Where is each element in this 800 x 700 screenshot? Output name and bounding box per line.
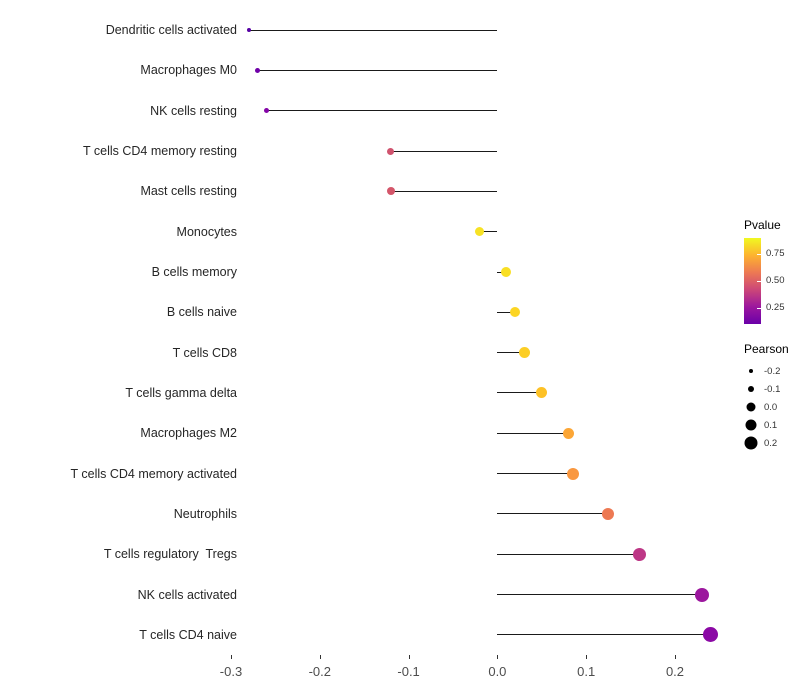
stem-line xyxy=(266,110,498,112)
colorbar-label: 0.25 xyxy=(766,301,785,313)
data-point xyxy=(703,627,719,643)
pearson-legend-label: 0.2 xyxy=(764,438,778,449)
category-label: T cells gamma delta xyxy=(125,385,237,400)
data-point xyxy=(510,307,521,318)
stem-line xyxy=(497,392,542,394)
x-axis-tick xyxy=(319,655,321,659)
data-point xyxy=(536,387,548,399)
data-point xyxy=(246,28,251,33)
pvalue-colorbar xyxy=(744,238,761,324)
category-label: Dendritic cells activated xyxy=(105,23,237,38)
pearson-legend-label: -0.2 xyxy=(764,366,781,377)
data-point xyxy=(602,507,615,520)
pvalue-legend: Pvalue 0.75 0.50 0.25 xyxy=(744,218,785,324)
x-axis-tick xyxy=(231,655,232,659)
pearson-legend-title: Pearson xyxy=(744,342,789,356)
data-point xyxy=(566,467,579,480)
data-point xyxy=(632,547,646,561)
pearson-legend-item: 0.2 xyxy=(744,434,789,452)
colorbar-label: 0.75 xyxy=(766,248,785,260)
data-point xyxy=(694,587,709,602)
data-point xyxy=(518,347,530,359)
category-label: B cells memory xyxy=(151,265,237,280)
pearson-legend-dot xyxy=(748,386,754,392)
pearson-legend-item: -0.2 xyxy=(744,362,789,380)
x-axis-tick-label: 0.2 xyxy=(665,664,685,679)
category-label: B cells naive xyxy=(166,305,237,320)
stem-line xyxy=(497,634,711,636)
category-label: T cells CD8 xyxy=(172,345,237,360)
colorbar-label: 0.50 xyxy=(766,275,785,286)
pearson-legend-dot xyxy=(749,369,753,373)
category-label: Monocytes xyxy=(176,224,237,239)
stem-line xyxy=(497,553,640,555)
stem-line xyxy=(497,513,609,515)
colorbar-tick xyxy=(757,254,761,256)
x-axis-tick-label: 0.0 xyxy=(488,664,507,679)
x-axis-tick-label: -0.1 xyxy=(397,664,420,679)
category-label: Mast cells resting xyxy=(140,184,237,199)
x-axis-tick xyxy=(408,655,410,659)
category-label: T cells CD4 naive xyxy=(139,627,237,642)
stem-line xyxy=(248,29,498,31)
pearson-legend-dot xyxy=(746,402,756,412)
colorbar-tick xyxy=(757,281,761,282)
pearson-legend-label: 0.0 xyxy=(764,402,778,413)
data-point xyxy=(255,67,261,73)
pearson-legend-label: -0.1 xyxy=(764,384,781,395)
stem-line xyxy=(497,432,569,434)
category-label: T cells CD4 memory resting xyxy=(83,144,237,159)
stem-line xyxy=(497,473,573,475)
stem-line xyxy=(497,352,525,354)
stem-line xyxy=(257,69,498,71)
category-label: T cells regulatory Tregs xyxy=(103,547,237,562)
category-label: Neutrophils xyxy=(173,506,237,521)
stem-line xyxy=(390,190,498,192)
stem-line xyxy=(497,311,516,313)
data-point xyxy=(475,227,485,237)
pearson-legend: Pearson -0.2 -0.1 0.0 0.1 0.2 xyxy=(744,342,789,452)
pearson-legend-item: 0.1 xyxy=(744,416,789,434)
stem-line xyxy=(497,594,702,596)
x-axis-tick xyxy=(675,655,676,659)
data-point xyxy=(501,267,512,278)
data-point xyxy=(387,147,395,155)
category-label: NK cells activated xyxy=(137,587,237,602)
category-label: Macrophages M0 xyxy=(140,63,237,78)
x-axis-tick xyxy=(497,655,499,659)
x-axis-tick-label: -0.2 xyxy=(308,664,331,679)
category-label: NK cells resting xyxy=(150,103,237,118)
category-label: Macrophages M2 xyxy=(140,426,237,441)
pearson-legend-label: 0.1 xyxy=(764,420,778,431)
data-point xyxy=(264,108,270,114)
category-label: T cells CD4 memory activated xyxy=(70,466,238,481)
x-axis-tick-label: -0.3 xyxy=(219,664,243,679)
pvalue-legend-title: Pvalue xyxy=(744,218,781,232)
pearson-legend-dot xyxy=(744,436,758,450)
pearson-legend-dot xyxy=(745,419,757,431)
x-axis-tick-label: 0.1 xyxy=(577,664,596,679)
x-axis-tick xyxy=(586,655,588,659)
colorbar-tick xyxy=(757,307,761,309)
data-point xyxy=(386,187,395,196)
pearson-legend-item: -0.1 xyxy=(744,380,789,398)
stem-line xyxy=(479,231,498,233)
data-point xyxy=(562,427,574,439)
pearson-legend-item: 0.0 xyxy=(744,398,789,416)
stem-line xyxy=(390,150,498,152)
